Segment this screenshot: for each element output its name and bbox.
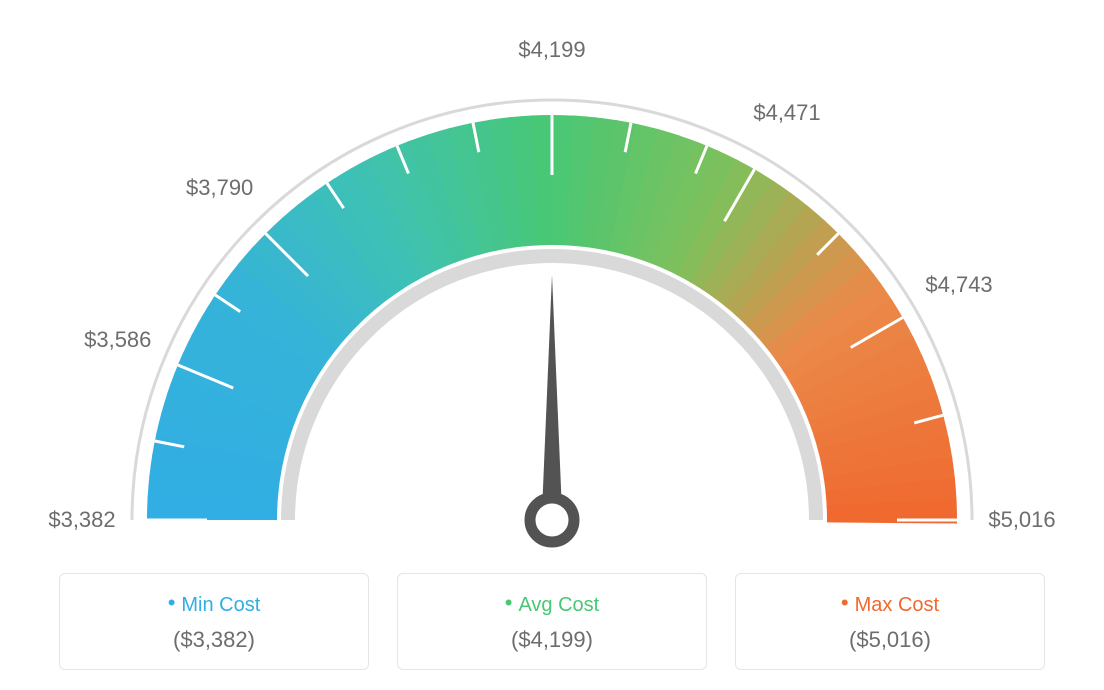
legend-label: Max Cost (855, 594, 939, 616)
gauge-chart: $3,382 $3,586 $3,790 $4,199 $4,471 $4,743 $5,0… (0, 0, 1104, 560)
legend-box: •Min Cost ($3,382) (59, 573, 369, 670)
legend-title: • Max Cost (756, 590, 1024, 617)
legend-row: •Min Cost($3,382)•Avg Cost($4,199)•Max C… (0, 573, 1104, 670)
gauge-tick-label: $3,790 (186, 175, 253, 201)
legend-label: Avg Cost (518, 594, 599, 616)
legend-value: ($4,199) (418, 627, 686, 653)
gauge-tick-label: $4,471 (753, 100, 820, 126)
gauge-tick-label: $4,743 (925, 272, 992, 298)
gauge-tick-label: $5,016 (988, 507, 1055, 533)
legend-dot-icon: • (841, 590, 849, 615)
gauge-needle (541, 275, 562, 529)
gauge-tick-label: $3,382 (48, 507, 115, 533)
legend-title: •Min Cost (80, 590, 348, 617)
legend-box: • Max Cost ($5,016) (735, 573, 1045, 670)
legend-label: Min Cost (181, 594, 260, 616)
gauge-hub (530, 498, 574, 542)
gauge-tick-label: $4,199 (518, 37, 585, 63)
legend-value: ($3,382) (80, 627, 348, 653)
legend-value: ($5,016) (756, 627, 1024, 653)
legend-title: •Avg Cost (418, 590, 686, 617)
gauge-tick-label: $3,586 (84, 327, 151, 353)
legend-box: •Avg Cost ($4,199) (397, 573, 707, 670)
legend-dot-icon: • (505, 590, 513, 615)
legend-dot-icon: • (168, 590, 176, 615)
